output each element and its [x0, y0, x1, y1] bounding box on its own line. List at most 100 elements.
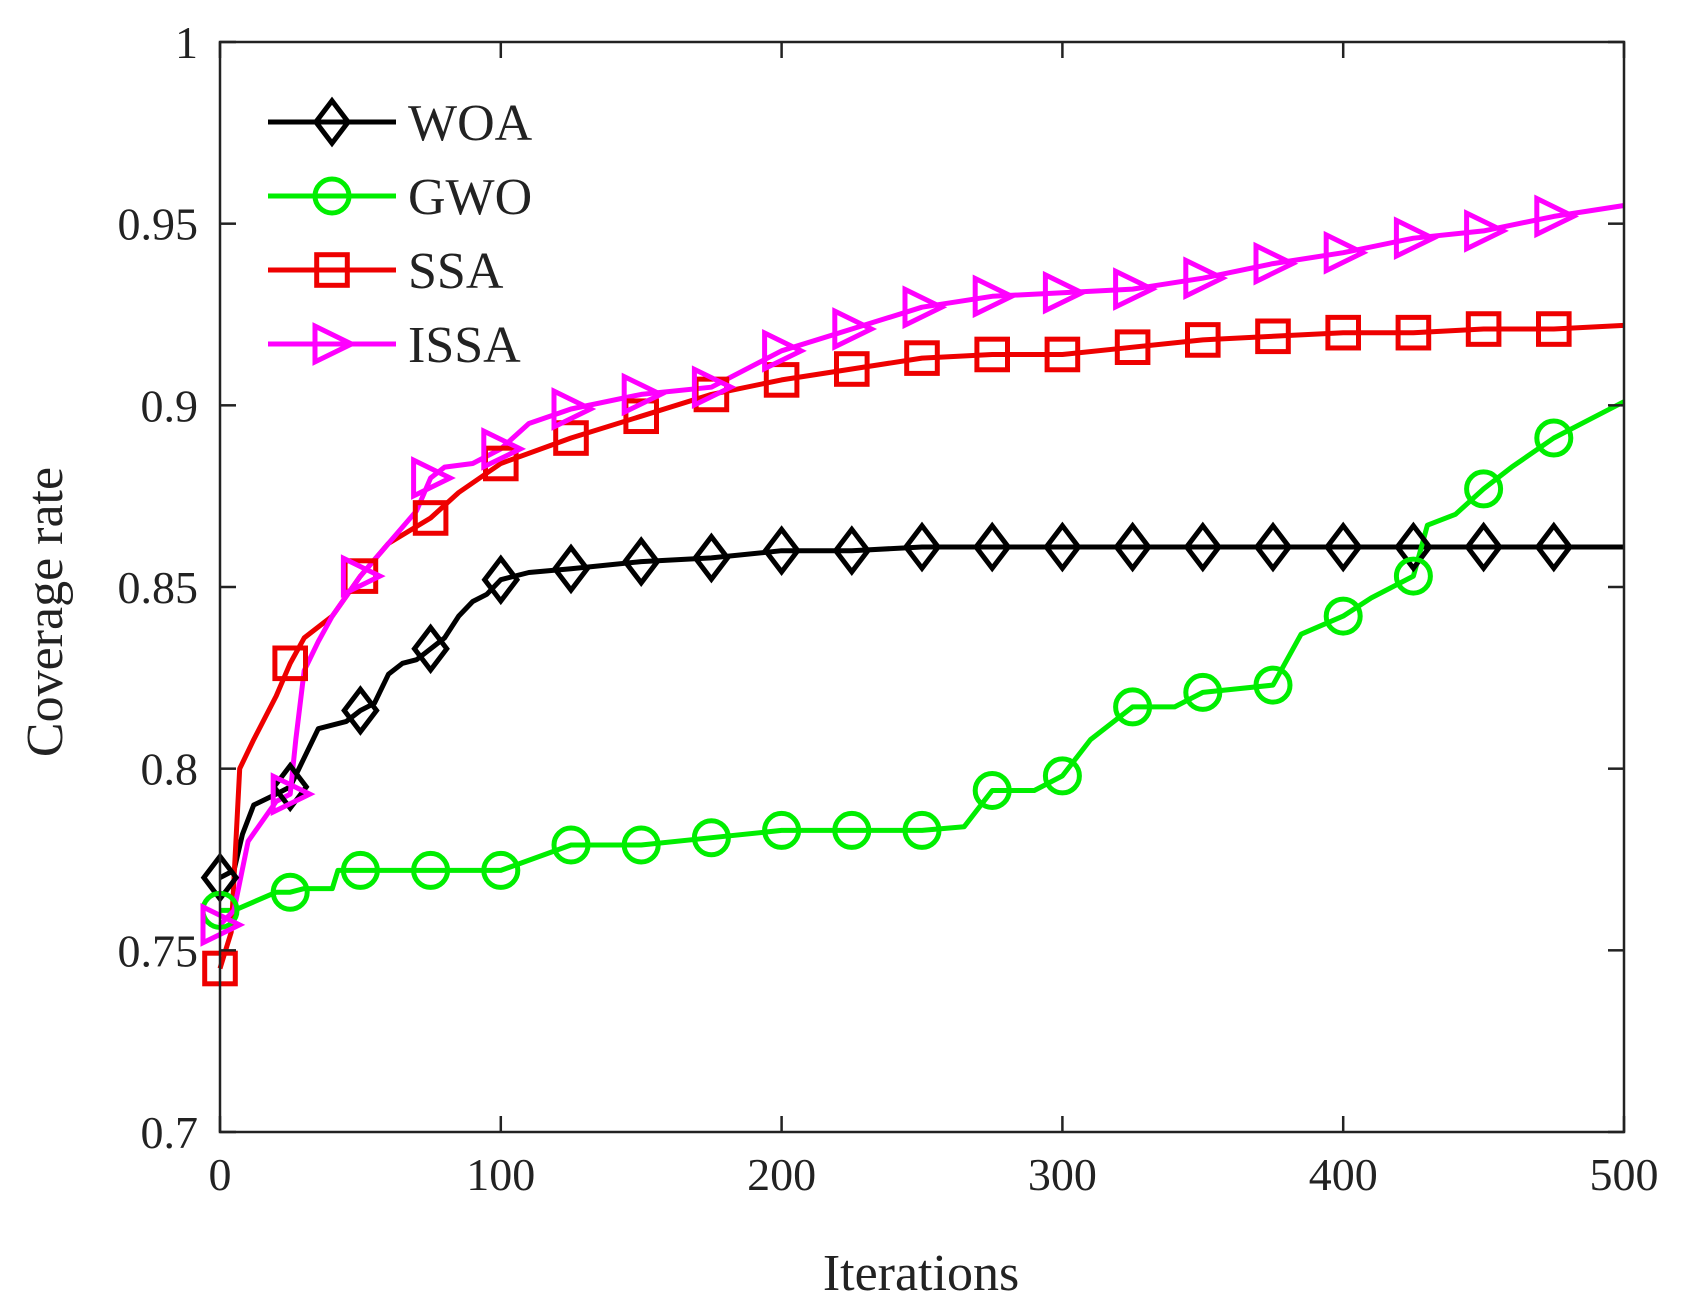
series-line-gwo: [220, 399, 1626, 913]
woa-point: [1113, 521, 1152, 573]
issa-point: [340, 554, 386, 598]
legend-item-issa: ISSA: [268, 317, 521, 374]
ssa-point: [834, 351, 870, 387]
x-tick-label: 400: [1309, 1149, 1378, 1200]
x-tick-label: 100: [466, 1149, 535, 1200]
woa-point: [1253, 521, 1293, 573]
woa-point: [692, 532, 731, 584]
gwo-point: [1393, 556, 1433, 596]
legend-marker-gwo: [312, 176, 352, 216]
issa-point: [621, 372, 667, 417]
y-tick-label: 0.75: [118, 925, 199, 976]
woa-point: [551, 543, 591, 595]
ssa-point: [1185, 322, 1221, 358]
issa-point: [1183, 256, 1229, 301]
legend-item-ssa: SSA: [268, 243, 504, 300]
ssa-point: [1325, 314, 1362, 351]
woa-point: [1043, 521, 1082, 573]
ssa-point: [1255, 318, 1291, 355]
x-axis-label: Iterations: [823, 1245, 1019, 1302]
ssa-point: [1536, 311, 1572, 347]
x-tick-label: 200: [747, 1149, 816, 1200]
ssa-point: [1114, 329, 1151, 365]
ssa-point: [1465, 311, 1502, 347]
woa-point: [411, 623, 450, 675]
gwo-point: [340, 850, 380, 890]
series-line-woa: [218, 544, 1624, 880]
legend-marker-issa: [312, 322, 358, 366]
issa-point: [1393, 216, 1439, 261]
woa-point: [1534, 521, 1574, 573]
legend-marker-ssa: [314, 252, 350, 288]
ssa-point: [553, 420, 589, 456]
y-tick-label: 0.95: [118, 199, 199, 250]
issa-point: [1464, 209, 1509, 253]
issa-point: [1113, 267, 1158, 311]
gwo-point: [1183, 672, 1223, 712]
plot-layer: [200, 194, 1626, 987]
issa-point: [691, 365, 737, 410]
gwo-point: [411, 850, 451, 890]
gwo-point: [1042, 756, 1082, 796]
issa-point: [902, 285, 948, 330]
ssa-point: [412, 500, 449, 536]
legend-item-gwo: GWO: [268, 169, 532, 226]
issa-point: [270, 772, 316, 816]
gwo-point: [762, 810, 802, 850]
ssa-point: [763, 362, 800, 398]
woa-point: [972, 521, 1012, 573]
ssa-point: [272, 645, 308, 682]
ssa-point: [974, 336, 1011, 373]
gwo-point: [1464, 469, 1504, 509]
woa-point: [621, 536, 661, 587]
axes-layer: 0 100 200 300 400 500 0.7 0.75 0.8 0.85 0.9 0.95 1: [118, 17, 1659, 1200]
ssa-point: [1395, 314, 1432, 351]
gwo-point: [972, 770, 1012, 810]
ssa-point: [1044, 336, 1081, 373]
issa-point: [1323, 230, 1369, 275]
gwo-point: [1253, 665, 1293, 705]
woa-point: [902, 521, 942, 573]
gwo-point: [1534, 418, 1574, 458]
x-tick-label: 0: [209, 1149, 232, 1200]
woa-point: [832, 525, 872, 577]
y-tick-label: 0.85: [118, 562, 199, 613]
y-tick-label: 1: [175, 17, 198, 68]
gwo-point: [551, 825, 591, 865]
y-tick-label: 0.9: [141, 380, 199, 431]
woa-point: [1323, 521, 1363, 573]
woa-point: [341, 685, 380, 736]
gwo-point: [270, 872, 310, 912]
issa-point: [832, 307, 878, 351]
series-line-ssa: [217, 322, 1625, 970]
woa-point: [481, 554, 521, 606]
gwo-point: [902, 810, 942, 850]
legend-label-gwo: GWO: [408, 169, 532, 226]
issa-point: [200, 903, 246, 947]
gwo-point: [1113, 687, 1153, 727]
legend-label-issa: ISSA: [408, 317, 521, 374]
issa-point: [762, 328, 807, 373]
x-tick-label: 300: [1028, 1149, 1097, 1200]
gwo-point: [1323, 596, 1363, 636]
woa-point: [1464, 521, 1503, 573]
ssa-point: [904, 340, 940, 376]
issa-point: [1253, 241, 1299, 286]
legend-marker-woa: [312, 96, 352, 148]
series-line-issa: [218, 203, 1625, 927]
x-tick-label: 500: [1590, 1149, 1659, 1200]
woa-point: [1183, 521, 1223, 573]
y-tick-label: 0.8: [141, 744, 199, 795]
woa-point: [762, 525, 801, 577]
issa-point: [1534, 194, 1580, 239]
gwo-point: [481, 850, 521, 890]
gwo-point: [621, 825, 661, 865]
legend-item-woa: WOA: [268, 95, 533, 152]
y-tick-label: 0.7: [141, 1107, 199, 1158]
legend-label-woa: WOA: [408, 95, 533, 152]
issa-point: [1042, 270, 1088, 315]
ssa-point: [623, 398, 660, 435]
legend-label-ssa: SSA: [408, 243, 504, 300]
issa-point: [551, 387, 597, 431]
